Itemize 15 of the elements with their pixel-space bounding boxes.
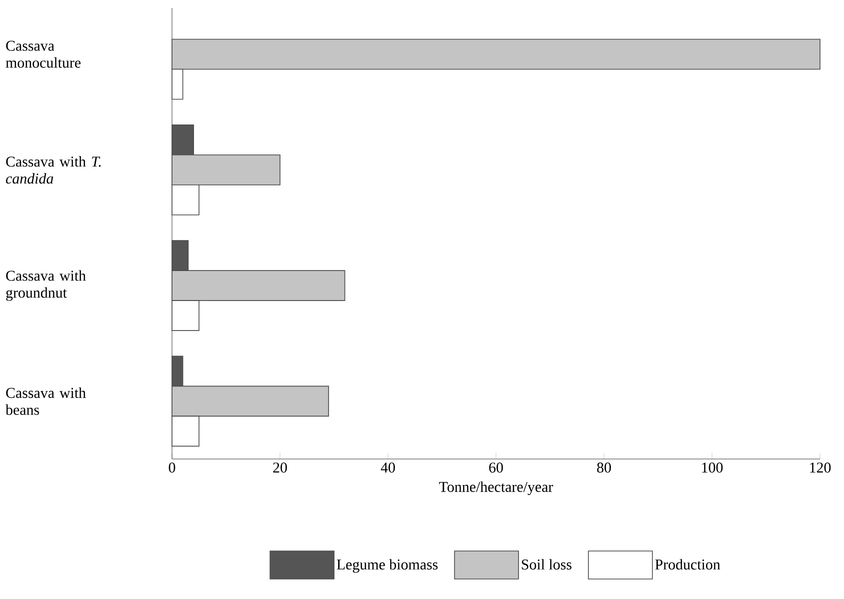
x-tick-label: 100	[702, 462, 723, 473]
x-tick-label: 20	[273, 462, 287, 473]
legend-label: Production	[655, 559, 720, 570]
legend-label: Legume biomass	[336, 559, 438, 573]
category-label: Cassava with T. candida	[6, 156, 101, 184]
x-tick-label: 0	[168, 462, 176, 473]
x-tick-label: 120	[810, 462, 831, 473]
x-tick-label: 40	[380, 462, 395, 473]
legend-label: Soil loss	[522, 559, 572, 570]
x-axis-title: Tonne/hectare/year	[439, 481, 554, 496]
x-tick-label: 80	[597, 462, 611, 473]
y-tick-label: Cassava with beans	[6, 387, 86, 415]
x-tick-label: 60	[489, 462, 503, 473]
y-tick-label: Cassava with groundnut	[6, 270, 86, 301]
y-tick-label: Cassava monoculture	[6, 40, 81, 68]
